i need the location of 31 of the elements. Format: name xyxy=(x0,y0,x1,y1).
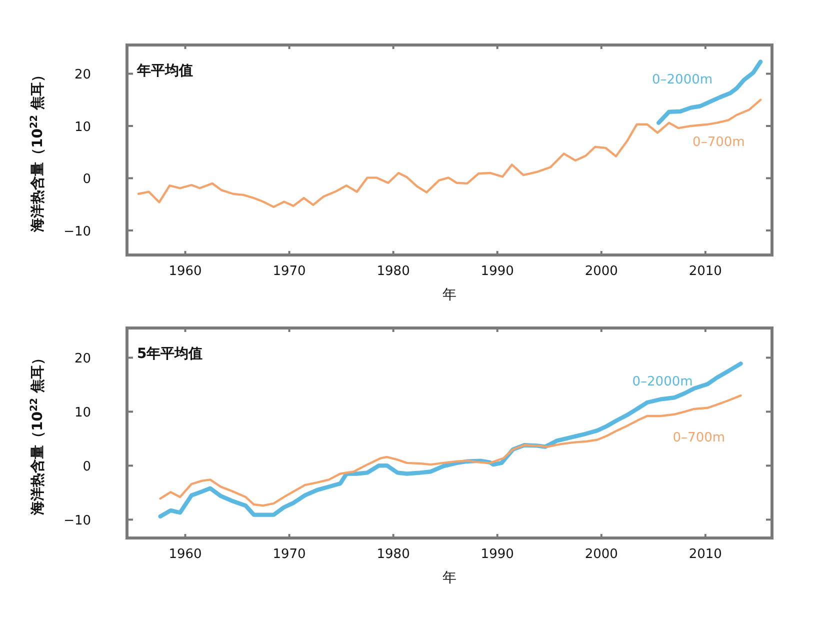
y-tick-label: 20 xyxy=(74,68,91,83)
x-tick-label: 2000 xyxy=(584,547,618,562)
x-tick-label: 1990 xyxy=(480,264,514,279)
x-tick-label: 1970 xyxy=(272,547,306,562)
x-tick-label: 1990 xyxy=(480,547,514,562)
x-tick-label: 1960 xyxy=(168,547,202,562)
text: 年平均值 xyxy=(136,63,193,79)
series-label: 0–700m xyxy=(692,134,745,150)
y-tick-label: 0 xyxy=(82,460,91,475)
y-tick-label: 20 xyxy=(74,352,91,367)
x-tick-label: 1960 xyxy=(168,264,202,279)
series-label: 0–700m xyxy=(672,430,726,446)
x-tick-label: 1980 xyxy=(376,547,410,562)
text: 5年平均值 xyxy=(137,346,203,362)
line-series xyxy=(137,98,762,208)
x-axis-title: 年 xyxy=(442,287,456,303)
y-tick-label: 10 xyxy=(74,120,91,135)
x-axis-title: 年 xyxy=(442,570,456,586)
series-label: 0–2000m xyxy=(632,374,693,390)
y-tick-label: 0 xyxy=(82,172,91,188)
series-label: 0–2000m xyxy=(652,72,713,88)
x-tick-label: 2010 xyxy=(688,547,722,562)
y-tick-label: −10 xyxy=(64,224,91,240)
line-series xyxy=(159,394,742,507)
x-tick-label: 2010 xyxy=(688,264,722,279)
x-tick-label: 2000 xyxy=(584,264,618,279)
x-tick-label: 1980 xyxy=(376,264,410,279)
y-tick-label: 10 xyxy=(74,406,91,421)
x-tick-label: 1970 xyxy=(272,264,306,279)
y-tick-label: −10 xyxy=(64,514,91,529)
line-series xyxy=(158,362,743,519)
